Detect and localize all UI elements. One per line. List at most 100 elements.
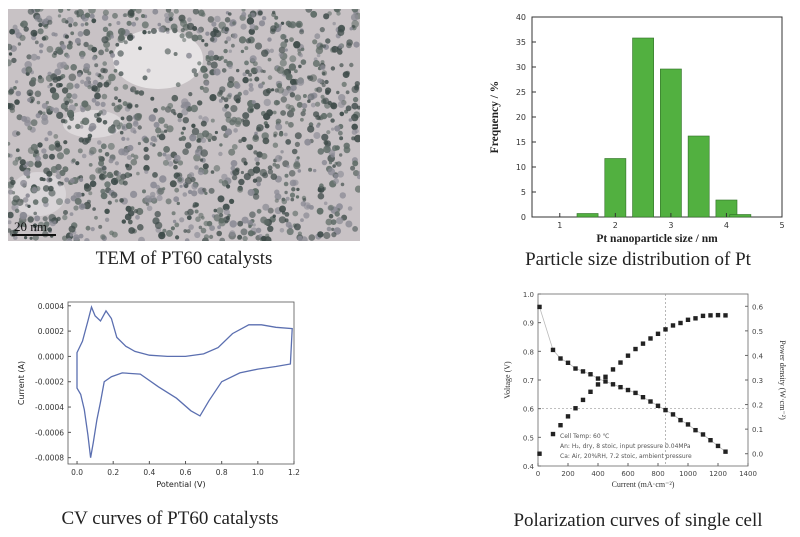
tem-particle <box>182 192 188 197</box>
cv-ytick-label: 0.0000 <box>38 352 64 361</box>
tem-particle <box>103 81 110 88</box>
tem-particle <box>12 195 20 203</box>
tem-particle <box>110 34 114 39</box>
tem-particle <box>302 94 307 98</box>
tem-particle <box>202 73 209 79</box>
tem-particle <box>84 12 91 18</box>
tem-particle <box>248 224 252 229</box>
tem-particle <box>237 234 243 240</box>
tem-particle <box>322 44 327 48</box>
tem-particle <box>231 144 238 150</box>
tem-particle <box>156 195 163 202</box>
tem-particle <box>124 213 132 221</box>
tem-particle <box>300 59 307 65</box>
psd-ytick-label: 20 <box>516 113 526 122</box>
tem-particle <box>11 57 17 64</box>
tem-particle <box>224 40 228 44</box>
tem-particle <box>267 169 274 175</box>
tem-particle <box>25 193 30 198</box>
psd-ytick-label: 30 <box>516 63 526 72</box>
tem-particle <box>291 187 296 192</box>
tem-particle <box>33 211 37 216</box>
tem-particle <box>123 13 128 18</box>
tem-particle <box>209 234 214 239</box>
tem-particle <box>204 81 210 86</box>
tem-particle <box>135 9 142 14</box>
tem-particle <box>98 160 105 167</box>
tem-particle <box>221 68 227 73</box>
tem-particle <box>213 68 221 76</box>
tem-particle <box>319 183 324 188</box>
tem-particle <box>199 189 204 194</box>
tem-particle <box>200 65 207 72</box>
pol-y2tick-label: 0.5 <box>752 328 763 336</box>
tem-particle <box>134 104 139 108</box>
tem-particle <box>104 48 109 52</box>
tem-particle <box>348 118 353 122</box>
cv-chart: 0.0004 0.0002 0.0000 -0.0002 -0.0004 -0.0006 -… <box>0 296 310 501</box>
tem-particle <box>27 125 33 131</box>
tem-particle <box>267 75 273 80</box>
tem-particle <box>53 107 60 114</box>
tem-particle <box>300 111 306 117</box>
tem-particle <box>58 183 62 187</box>
tem-particle <box>297 235 303 241</box>
tem-particle <box>44 137 49 142</box>
tem-particle <box>218 98 223 103</box>
tem-particle <box>345 220 353 228</box>
tem-particle <box>321 133 329 141</box>
tem-particle <box>285 120 289 125</box>
tem-particle <box>279 228 285 233</box>
tem-particle <box>350 13 359 22</box>
tem-particle <box>34 40 39 45</box>
pol-xtick-label: 800 <box>651 470 664 478</box>
tem-particle <box>122 180 128 186</box>
psd-svg: 0 5 10 15 20 25 30 35 40 1 2 3 4 5 Pt nanoparticle siz… <box>489 13 785 245</box>
tem-particle <box>334 125 341 132</box>
tem-particles <box>8 9 360 241</box>
tem-particle <box>55 169 60 174</box>
tem-particle <box>218 151 223 157</box>
tem-particle <box>240 170 244 175</box>
tem-particle <box>47 130 53 136</box>
tem-particle <box>35 113 41 119</box>
tem-particle <box>173 9 179 14</box>
tem-particle <box>182 148 189 155</box>
tem-particle <box>177 177 183 183</box>
tem-particle <box>257 10 263 16</box>
tem-particle <box>294 141 300 147</box>
tem-particle <box>19 211 28 220</box>
tem-particle <box>79 125 84 129</box>
tem-particle <box>245 69 250 75</box>
tem-particle <box>276 66 285 74</box>
tem-particle <box>73 21 78 27</box>
tem-particle <box>262 172 269 179</box>
tem-particle <box>229 220 237 228</box>
tem-particle <box>177 118 182 123</box>
tem-particle <box>160 106 166 111</box>
tem-particle <box>8 88 15 95</box>
tem-particle <box>284 212 290 217</box>
pol-annotation: Ca: Air, 20%RH, 7.2 stoic, ambient press… <box>560 453 692 460</box>
tem-particle <box>135 17 139 21</box>
tem-particle <box>134 113 142 121</box>
tem-particle <box>188 92 193 97</box>
tem-particle <box>293 223 301 231</box>
tem-particle <box>133 120 139 125</box>
tem-particle <box>323 13 330 20</box>
tem-particle <box>154 210 161 218</box>
tem-particle <box>250 67 257 74</box>
tem-particle <box>277 86 284 94</box>
tem-particle <box>62 214 68 221</box>
tem-particle <box>143 164 150 172</box>
tem-particle <box>48 177 53 182</box>
tem-particle <box>186 52 192 59</box>
pol-y2tick-label: 0.0 <box>752 451 763 459</box>
cv-xtick-label: 0.2 <box>107 468 119 477</box>
tem-particle <box>279 205 286 213</box>
tem-particle <box>30 53 38 61</box>
tem-particle <box>143 137 150 144</box>
pol-xtick-label: 600 <box>621 470 634 478</box>
tem-particle <box>320 112 328 120</box>
tem-particle <box>197 100 203 106</box>
